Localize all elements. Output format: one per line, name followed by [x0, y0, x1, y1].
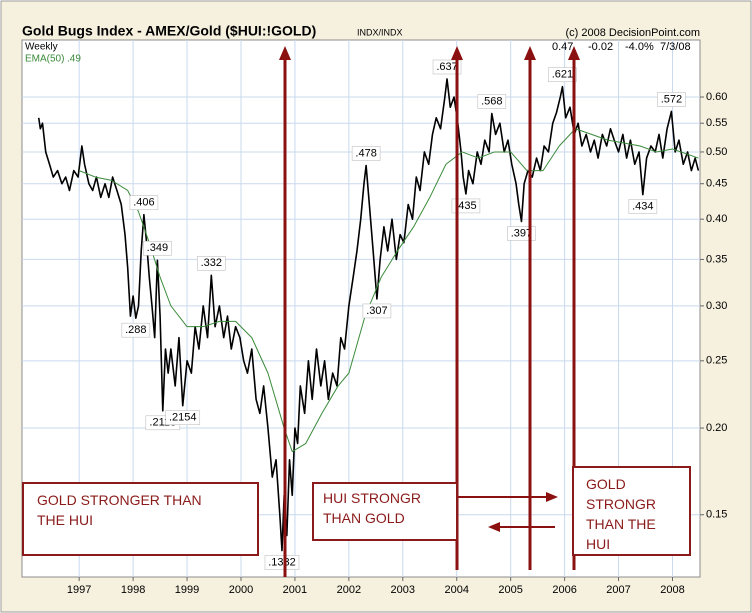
- y-tick-label: 0.35: [706, 253, 727, 265]
- point-label: .397: [511, 227, 532, 239]
- arrow-head: [451, 46, 463, 60]
- point-label-box: [548, 67, 577, 82]
- text-box: [312, 482, 458, 541]
- point-label-layer: .406.288.349.2118.2154.332.1332.478.307.…: [121, 59, 686, 570]
- point-label-box: [143, 240, 172, 256]
- point-label: .637: [436, 61, 457, 73]
- y-tick-label: 0.45: [706, 178, 727, 190]
- point-label: .349: [147, 242, 168, 254]
- price-line: [37, 78, 700, 552]
- point-label-box: [362, 303, 392, 319]
- arrow-head: [524, 46, 536, 60]
- point-label-box: [197, 256, 226, 271]
- text-boxes: [22, 466, 691, 556]
- box-text: THE HUI: [37, 512, 93, 528]
- x-tick-label: 1998: [121, 584, 145, 596]
- y-tick-label: 0.55: [706, 117, 727, 129]
- point-label: .2154: [169, 412, 197, 424]
- point-label-box: [657, 92, 686, 107]
- quote-date: 7/3/08: [660, 41, 691, 53]
- point-label-box: [507, 226, 536, 241]
- quote-last: 0.47: [552, 41, 573, 53]
- box-text: GOLD: [586, 476, 626, 492]
- box-text: THAN GOLD: [323, 510, 405, 526]
- point-label-box: [477, 94, 507, 109]
- point-label: .406: [133, 197, 154, 209]
- period: Weekly: [25, 42, 58, 53]
- x-tick-label: 1997: [67, 584, 91, 596]
- x-tick-label: 2006: [552, 584, 576, 596]
- y-tick-label: 0.15: [706, 509, 727, 521]
- copyright: (c) 2008 DecisionPoint.com: [565, 27, 700, 39]
- exchange: INDX/INDX: [357, 27, 403, 37]
- x-tick-label: 2004: [444, 584, 468, 596]
- text-box: [22, 482, 259, 556]
- arrow-head: [546, 492, 558, 502]
- x-tick-label: 2000: [229, 584, 253, 596]
- chart-title: Gold Bugs Index - AMEX/Gold ($HUI:!GOLD): [22, 23, 316, 39]
- point-label-box: [628, 199, 658, 214]
- point-label: .434: [632, 201, 653, 213]
- point-label: .572: [661, 93, 682, 105]
- x-tick-label: 2007: [606, 584, 630, 596]
- x-tick-label: 2005: [498, 584, 522, 596]
- y-tick-label: 0.60: [706, 91, 727, 103]
- quote-percent: -4.0%: [625, 41, 654, 53]
- box-text: STRONGR: [586, 496, 656, 512]
- y-tick-label: 0.20: [706, 422, 727, 434]
- legend-entry: EMA(50): [25, 54, 64, 65]
- point-label: .288: [125, 324, 146, 336]
- y-tick-label: 0.40: [706, 213, 727, 225]
- point-label: .1332: [268, 556, 296, 568]
- y-tick-label: 0.25: [706, 355, 727, 367]
- arrow-head: [279, 46, 291, 60]
- y-tick-label: 0.50: [706, 146, 727, 158]
- point-label-box: [264, 555, 300, 570]
- x-tick-label: 2002: [337, 584, 361, 596]
- point-label: .307: [366, 305, 387, 317]
- x-tick-label: 2008: [660, 584, 684, 596]
- point-label: .478: [355, 147, 376, 159]
- point-label-box: [432, 59, 462, 75]
- point-label-box: [129, 195, 159, 211]
- x-tick-label: 2001: [283, 584, 307, 596]
- point-label: .568: [481, 95, 502, 107]
- y-tick-label: 0.30: [706, 300, 727, 312]
- box-text: HUI STRONGR: [323, 490, 421, 506]
- box-text: GOLD STRONGER THAN: [37, 492, 202, 508]
- point-label-box: [451, 198, 481, 214]
- point-label-box: [165, 410, 201, 426]
- x-tick-label: 1999: [175, 584, 199, 596]
- arrow-head: [568, 46, 580, 60]
- point-label-box: [121, 322, 151, 338]
- legend-value: .49: [67, 54, 81, 65]
- point-label: .435: [455, 200, 476, 212]
- x-tick-label: 2003: [391, 584, 415, 596]
- box-text: HUI: [586, 536, 610, 552]
- text-box: [572, 466, 691, 556]
- box-text: THAN THE: [586, 516, 656, 532]
- arrow-head: [488, 522, 500, 532]
- point-label: .332: [201, 257, 222, 269]
- quote-change: -0.02: [588, 41, 613, 53]
- point-label-box: [351, 146, 381, 161]
- point-label: .621: [552, 69, 573, 81]
